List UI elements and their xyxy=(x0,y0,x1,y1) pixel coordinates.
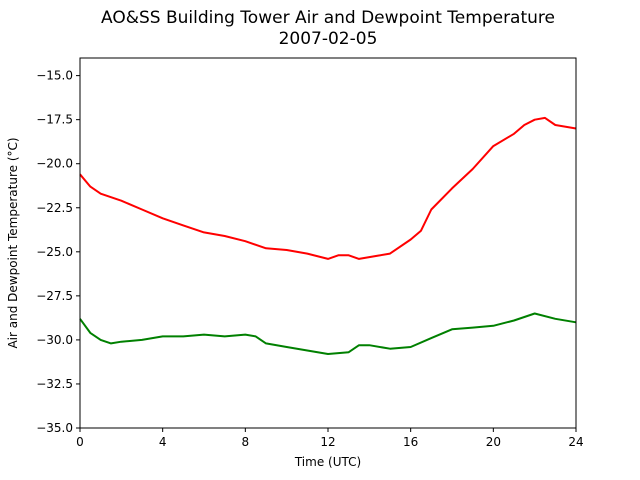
x-tick-label: 12 xyxy=(320,435,335,449)
y-tick-label: −25.0 xyxy=(36,245,73,259)
plot-frame xyxy=(79,57,577,429)
chart-subtitle: 2007-02-05 xyxy=(278,29,378,49)
ticks-layer: 0 4 8 12 16 20 24 −35.0 −32.5 −30.0 −27.5 −25.0 −22.… xyxy=(36,69,583,449)
series-line-0 xyxy=(79,116,577,260)
y-tick-label: −32.5 xyxy=(36,377,73,391)
x-tick-label: 24 xyxy=(568,435,583,449)
series-layer xyxy=(79,116,577,355)
y-tick-label: −17.5 xyxy=(36,113,73,127)
x-axis-label: Time (UTC) xyxy=(294,455,361,469)
x-tick-label: 4 xyxy=(159,435,167,449)
series-line-1 xyxy=(79,312,577,355)
y-tick-label: −27.5 xyxy=(36,289,73,303)
y-tick-label: −30.0 xyxy=(36,333,73,347)
x-tick-label: 8 xyxy=(242,435,250,449)
y-tick-label: −22.5 xyxy=(36,201,73,215)
x-tick-label: 20 xyxy=(486,435,501,449)
y-tick-label: −35.0 xyxy=(36,421,73,435)
x-tick-label: 0 xyxy=(76,435,84,449)
chart-title: AO&SS Building Tower Air and Dewpoint Te… xyxy=(100,8,555,28)
y-axis-label: Air and Dewpoint Temperature (°C) xyxy=(6,137,20,348)
y-tick-label: −20.0 xyxy=(36,157,73,171)
y-tick-label: −15.0 xyxy=(36,69,73,83)
x-tick-label: 16 xyxy=(403,435,418,449)
